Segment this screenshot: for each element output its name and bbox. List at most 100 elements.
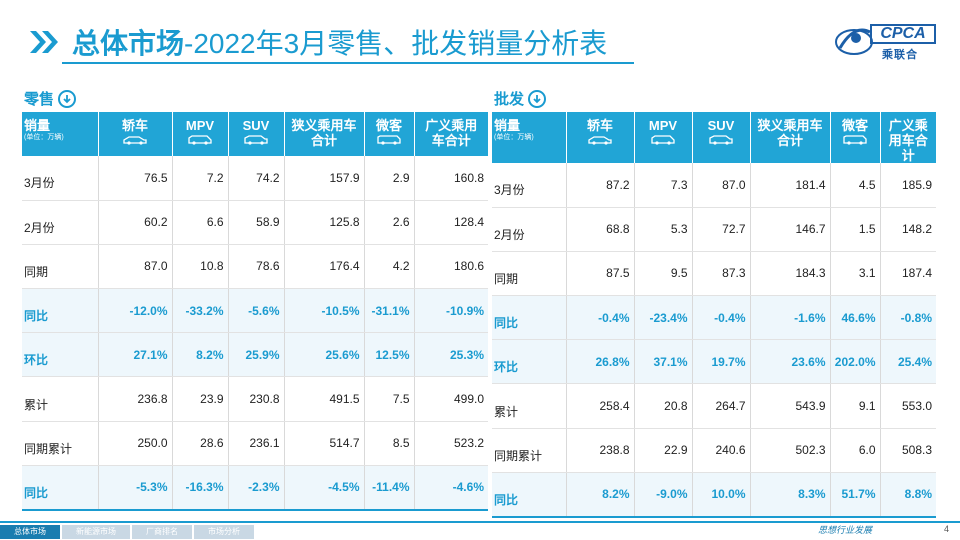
table-cell: 19.7% <box>692 339 751 385</box>
table-cell: 58.9 <box>228 200 285 245</box>
table-cell: 74.2 <box>228 156 285 201</box>
table-cell: 7.5 <box>364 376 415 422</box>
suv-icon <box>244 135 268 145</box>
table-cell: 184.3 <box>750 251 831 297</box>
col-header-sedan: 轿车 <box>98 112 173 156</box>
row-label: 2月份 <box>22 200 99 245</box>
col-label: SUV <box>707 118 735 133</box>
page-title-rest: -2022年3月零售、批发销量分析表 <box>184 28 608 59</box>
table-row: 同期 87.0 10.8 78.6 176.4 4.2 180.6 <box>22 244 488 290</box>
table-cell: 60.2 <box>98 200 173 245</box>
table-cell: 6.6 <box>172 200 229 245</box>
table-cell: 264.7 <box>692 383 751 429</box>
table-cell: 185.9 <box>880 163 936 208</box>
table-cell: 23.6% <box>750 339 831 385</box>
table-cell: -4.5% <box>284 465 365 511</box>
col-label: 广义乘用车合计 <box>888 118 928 163</box>
col-header-mpv: MPV <box>634 112 693 163</box>
table-cell: 157.9 <box>284 156 365 201</box>
table-cell: 2.6 <box>364 200 415 245</box>
table-cell: 25.3% <box>414 332 488 378</box>
table-cell: 51.7% <box>830 472 881 518</box>
table-cell: 68.8 <box>566 207 635 252</box>
table-cell: 230.8 <box>228 376 285 422</box>
table-cell: 27.1% <box>98 332 173 378</box>
col-header-minibus: 微客 <box>364 112 415 156</box>
table-header-row: 销量 (单位：万辆) 轿车 MPV SUV 狭义乘用车合计 微客 广义乘用车合计 <box>22 112 488 156</box>
col-header-broad-total: 广义乘用车合计 <box>880 112 936 163</box>
col-label: 狭义乘用车合计 <box>291 118 357 148</box>
table-cell: 236.8 <box>98 376 173 422</box>
corner-unit: (单位：万辆) <box>24 134 64 141</box>
table-cell: 8.8% <box>880 472 936 518</box>
table-cell: -33.2% <box>172 288 229 334</box>
table-cell: -2.3% <box>228 465 285 511</box>
table-cell: 25.6% <box>284 332 365 378</box>
table-cell: -5.3% <box>98 465 173 511</box>
col-header-sedan: 轿车 <box>566 112 635 163</box>
col-label: 轿车 <box>586 118 613 133</box>
retail-table: 销量 (单位：万辆) 轿车 MPV SUV 狭义乘用车合计 微客 广义乘用车合计 … <box>22 112 488 511</box>
col-header-narrow-total: 狭义乘用车合计 <box>284 112 365 156</box>
table-cell: 176.4 <box>284 244 365 290</box>
table-header-row: 销量 (单位：万辆) 轿车 MPV SUV 狭义乘用车合计 微客 广义乘用车合计 <box>492 112 936 163</box>
retail-table-body: 3月份 76.5 7.2 74.2 157.9 2.9 160.8 2月份 60.2 6.6 58.… <box>22 156 488 511</box>
table-row: 同比 -0.4% -23.4% -0.4% -1.6% 46.6% -0.8% <box>492 295 936 341</box>
table-cell: -0.8% <box>880 295 936 341</box>
arrow-down-circle-icon <box>58 89 77 108</box>
retail-section-label: 零售 <box>24 88 77 109</box>
table-row: 同期 87.5 9.5 87.3 184.3 3.1 187.4 <box>492 251 936 297</box>
table-cell: 46.6% <box>830 295 881 341</box>
row-label: 同期 <box>492 251 567 297</box>
table-cell: 7.3 <box>634 163 693 208</box>
logo-cn: 乘联合 <box>882 49 918 61</box>
col-label: 轿车 <box>121 118 148 133</box>
suv-icon <box>709 135 733 145</box>
table-cell: 502.3 <box>750 428 831 473</box>
col-label: SUV <box>242 118 270 133</box>
double-chevron-icon <box>28 29 62 55</box>
table-cell: 8.5 <box>364 421 415 466</box>
table-row: 累计 258.4 20.8 264.7 543.9 9.1 553.0 <box>492 383 936 429</box>
table-cell: 8.2% <box>566 472 635 518</box>
table-cell: 514.7 <box>284 421 365 466</box>
table-cell: 491.5 <box>284 376 365 422</box>
table-cell: 28.6 <box>172 421 229 466</box>
footer-slogan: 思想行业发展 <box>818 525 873 535</box>
table-cell: 87.0 <box>692 163 751 208</box>
table-cell: 523.2 <box>414 421 488 466</box>
row-label: 3月份 <box>492 163 567 208</box>
col-label: 广义乘用车合计 <box>425 118 478 148</box>
page-title: 总体市场-2022年3月零售、批发销量分析表 <box>72 22 607 62</box>
table-row: 环比 26.8% 37.1% 19.7% 23.6% 202.0% 25.4% <box>492 339 936 385</box>
row-label: 同期 <box>22 244 99 290</box>
wholesale-section-label: 批发 <box>494 88 547 109</box>
footer-tab-analysis[interactable]: 市场分析 <box>194 525 254 539</box>
footer-tab-ranking[interactable]: 厂商排名 <box>132 525 192 539</box>
table-cell: 125.8 <box>284 200 365 245</box>
table-row: 累计 236.8 23.9 230.8 491.5 7.5 499.0 <box>22 376 488 422</box>
row-label: 3月份 <box>22 156 99 201</box>
sedan-icon <box>123 136 147 145</box>
table-cell: 4.2 <box>364 244 415 290</box>
table-row: 3月份 87.2 7.3 87.0 181.4 4.5 185.9 <box>492 163 936 208</box>
table-cell: 128.4 <box>414 200 488 245</box>
corner-header: 销量 (单位：万辆) <box>22 112 99 156</box>
footer-tab-nev[interactable]: 新能源市场 <box>62 525 130 539</box>
title-underline <box>62 62 634 64</box>
table-cell: 202.0% <box>830 339 881 385</box>
table-cell: 87.5 <box>566 251 635 297</box>
page-number: 4 <box>944 524 950 534</box>
row-label: 累计 <box>22 376 99 422</box>
table-cell: 6.0 <box>830 428 881 473</box>
table-cell: -10.5% <box>284 288 365 334</box>
row-label: 同比 <box>22 465 99 511</box>
table-cell: 76.5 <box>98 156 173 201</box>
row-label: 同期累计 <box>492 428 567 473</box>
table-cell: -16.3% <box>172 465 229 511</box>
footer-tab-overall[interactable]: 总体市场 <box>0 525 60 539</box>
table-row: 同期累计 250.0 28.6 236.1 514.7 8.5 523.2 <box>22 421 488 466</box>
table-cell: 87.0 <box>98 244 173 290</box>
minibus-icon <box>843 135 867 145</box>
retail-label: 零售 <box>24 91 55 108</box>
